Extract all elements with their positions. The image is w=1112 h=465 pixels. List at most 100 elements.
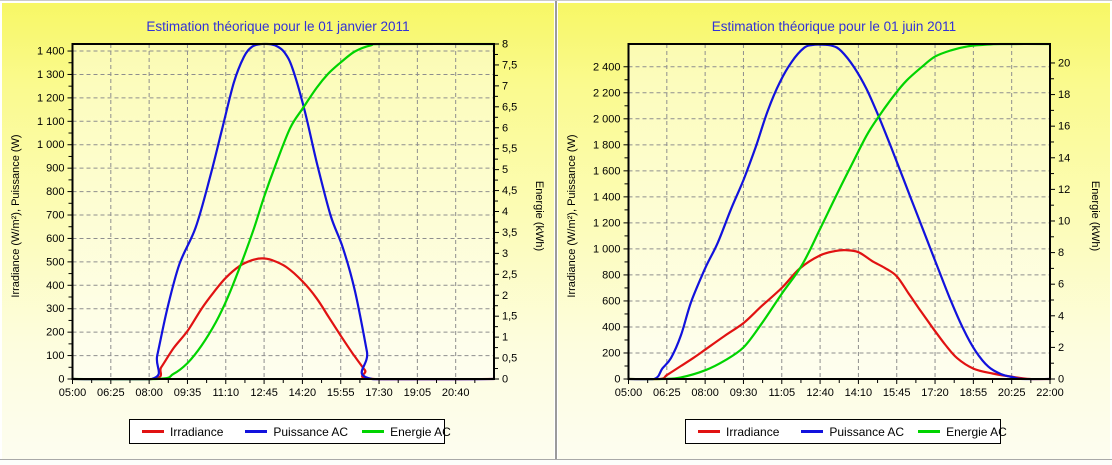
svg-text:1 300: 1 300 [37, 69, 65, 81]
svg-text:2: 2 [1058, 342, 1064, 354]
chart-panel-january: Estimation théorique pour le 01 janvier … [2, 3, 554, 459]
plot-frame [627, 43, 1051, 380]
svg-text:22:00: 22:00 [1036, 387, 1064, 399]
curve-irradiance [71, 257, 495, 381]
svg-text:0: 0 [614, 374, 620, 386]
svg-text:800: 800 [602, 269, 620, 281]
svg-text:400: 400 [46, 280, 64, 292]
svg-text:0,5: 0,5 [502, 353, 517, 365]
panel-divider [555, 1, 557, 460]
svg-text:17:20: 17:20 [921, 387, 949, 399]
svg-text:4,5: 4,5 [502, 185, 517, 197]
curve-irradiance [627, 249, 1051, 381]
svg-text:14:20: 14:20 [289, 387, 317, 399]
svg-text:2: 2 [502, 290, 508, 302]
svg-text:19:05: 19:05 [404, 387, 432, 399]
svg-text:14:10: 14:10 [845, 387, 873, 399]
svg-text:06:25: 06:25 [653, 387, 681, 399]
svg-text:1 000: 1 000 [593, 243, 621, 255]
series-curves [627, 42, 1051, 381]
svg-text:09:30: 09:30 [730, 387, 758, 399]
svg-text:18: 18 [1058, 89, 1070, 101]
svg-text:2 400: 2 400 [593, 61, 621, 73]
svg-text:10: 10 [1058, 216, 1070, 228]
legend-entry-puissance-ac: Puissance AC [801, 425, 904, 439]
svg-text:15:55: 15:55 [327, 387, 355, 399]
svg-text:900: 900 [46, 163, 64, 175]
irradiance-line-swatch [698, 430, 720, 433]
svg-text:6: 6 [1058, 279, 1064, 291]
legend-entry-irradiance: Irradiance [142, 425, 223, 439]
svg-text:1 200: 1 200 [593, 217, 621, 229]
legend-entry-puissance-ac: Puissance AC [245, 425, 348, 439]
svg-text:08:00: 08:00 [691, 387, 719, 399]
svg-text:0: 0 [58, 374, 64, 386]
svg-text:12:40: 12:40 [806, 387, 834, 399]
svg-text:05:00: 05:00 [615, 387, 643, 399]
svg-text:5,5: 5,5 [502, 143, 517, 155]
puissance-ac-line-swatch [245, 430, 268, 433]
svg-text:1: 1 [502, 332, 508, 344]
svg-text:1 000: 1 000 [37, 139, 65, 151]
svg-text:11:05: 11:05 [768, 387, 795, 399]
svg-text:5: 5 [502, 164, 508, 176]
svg-text:300: 300 [46, 303, 64, 315]
curve-energie-ac [627, 42, 1051, 381]
svg-text:600: 600 [46, 233, 64, 245]
svg-text:600: 600 [602, 295, 620, 307]
svg-text:4: 4 [502, 206, 508, 218]
window-bottom-border [0, 459, 1112, 460]
svg-text:20:40: 20:40 [442, 387, 470, 399]
svg-text:7,5: 7,5 [502, 59, 517, 71]
svg-text:20: 20 [1058, 58, 1070, 70]
puissance-ac-line-swatch [801, 430, 824, 433]
irradiance-line-swatch [142, 430, 164, 433]
legend-entry-energie-ac: Energie AC [918, 425, 1007, 439]
svg-text:200: 200 [602, 348, 620, 360]
legend-june: Irradiance Puissance AC Energie AC [685, 419, 1007, 444]
energie-ac-line-swatch [918, 430, 941, 433]
svg-text:100: 100 [46, 350, 64, 362]
svg-text:700: 700 [46, 210, 64, 222]
svg-text:200: 200 [46, 327, 64, 339]
svg-text:3: 3 [502, 248, 508, 260]
svg-text:1 100: 1 100 [37, 116, 65, 128]
chart-title-january: Estimation théorique pour le 01 janvier … [146, 19, 410, 34]
chart-january: 05:00 06:25 08:00 09:35 11:10 12:45 14:20 15:55… [37, 39, 517, 400]
svg-text:800: 800 [46, 186, 64, 198]
chart-title-june: Estimation théorique pour le 01 juin 201… [711, 19, 957, 34]
svg-text:09:35: 09:35 [174, 387, 202, 399]
svg-text:05:00: 05:00 [59, 387, 87, 399]
svg-text:6: 6 [502, 122, 508, 134]
tick-labels: 05:00 06:25 08:00 09:30 11:05 12:40 14:10 15:45… [593, 58, 1070, 400]
plot-area [628, 44, 1050, 379]
svg-text:3,5: 3,5 [502, 227, 517, 239]
chart-panel-june: Estimation théorique pour le 01 juin 201… [558, 3, 1110, 459]
svg-text:11:10: 11:10 [212, 387, 239, 399]
svg-text:17:30: 17:30 [365, 387, 393, 399]
svg-text:0: 0 [1058, 374, 1064, 386]
svg-text:1,5: 1,5 [502, 311, 517, 323]
energie-ac-line-swatch [362, 430, 385, 433]
svg-text:2 000: 2 000 [593, 113, 621, 125]
svg-text:18:55: 18:55 [960, 387, 988, 399]
svg-text:0: 0 [502, 374, 508, 386]
svg-text:15:45: 15:45 [883, 387, 911, 399]
svg-text:12:45: 12:45 [250, 387, 278, 399]
curve-puissance-ac [627, 43, 1051, 381]
svg-text:20:25: 20:25 [998, 387, 1026, 399]
svg-text:1 200: 1 200 [37, 92, 65, 104]
svg-text:12: 12 [1058, 184, 1070, 196]
legend-january: Irradiance Puissance AC Energie AC [129, 419, 451, 444]
plot-area [72, 44, 494, 379]
svg-text:500: 500 [46, 256, 64, 268]
svg-text:08:00: 08:00 [135, 387, 163, 399]
chart-june: 05:00 06:25 08:00 09:30 11:05 12:40 14:10 15:45… [593, 42, 1070, 400]
curve-energie-ac [71, 42, 495, 381]
svg-text:1 400: 1 400 [37, 46, 65, 58]
plot-frame [71, 43, 495, 380]
gridlines [628, 44, 1050, 379]
legend-entry-irradiance: Irradiance [698, 425, 779, 439]
svg-text:8: 8 [1058, 247, 1064, 259]
tick-labels: 05:00 06:25 08:00 09:35 11:10 12:45 14:20 15:55… [37, 39, 517, 400]
